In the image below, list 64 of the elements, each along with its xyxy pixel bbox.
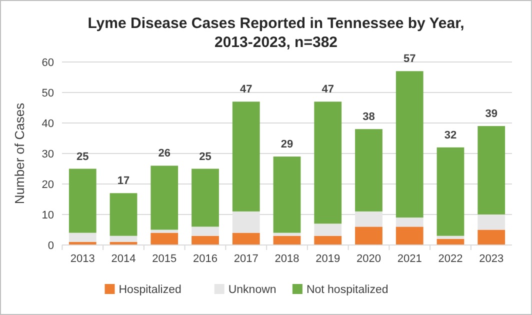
bar — [436, 147, 464, 236]
bar — [314, 224, 342, 236]
x-tick-label: 2023 — [479, 253, 504, 265]
x-tick-label: 2015 — [152, 253, 177, 265]
y-tick-label: 0 — [48, 240, 54, 252]
total-label: 32 — [444, 129, 457, 142]
bar — [396, 218, 424, 227]
bar — [68, 232, 96, 242]
y-tick-label: 60 — [42, 56, 54, 69]
y-tick-label: 20 — [42, 178, 54, 191]
y-tick-label: 40 — [42, 118, 54, 130]
bar — [478, 230, 506, 245]
bar — [478, 214, 506, 230]
total-label: 39 — [485, 108, 498, 120]
bar — [150, 166, 178, 230]
bar — [232, 102, 260, 212]
bar — [192, 168, 219, 227]
total-label: 29 — [280, 138, 294, 151]
y-tick-label: 30 — [42, 148, 54, 160]
bar — [273, 232, 301, 236]
bar — [150, 232, 178, 245]
legend-label: Hospitalized — [118, 284, 182, 296]
bar — [314, 236, 342, 245]
legend-label: Not hospitalized — [306, 284, 388, 296]
bar — [150, 230, 178, 233]
bar — [110, 236, 138, 242]
bar — [192, 226, 219, 236]
x-tick-label: 2014 — [111, 253, 136, 265]
total-label: 17 — [117, 175, 130, 188]
x-tick-label: 2020 — [356, 253, 381, 265]
y-tick-label: 50 — [42, 87, 54, 100]
x-tick-label: 2021 — [397, 253, 422, 265]
bar — [232, 232, 260, 245]
bar — [396, 226, 424, 245]
total-label: 25 — [76, 150, 89, 163]
x-tick-label: 2019 — [316, 253, 340, 265]
total-label: 47 — [322, 84, 334, 96]
total-label: 25 — [199, 150, 212, 163]
bar — [68, 168, 96, 233]
y-tick-label: 10 — [42, 209, 54, 222]
bar — [273, 236, 301, 245]
total-label: 47 — [240, 84, 252, 96]
bar — [192, 236, 219, 245]
total-label: 26 — [158, 148, 171, 160]
bar — [355, 211, 382, 227]
chart-title: Lyme Disease Cases Reported in Tennessee by Year, 2013-2023, n=382 — [88, 15, 464, 51]
bar — [232, 211, 260, 233]
x-tick-label: 2017 — [234, 253, 258, 265]
bar — [355, 226, 382, 245]
bar — [314, 102, 342, 224]
bar — [396, 71, 424, 218]
y-axis-title: Number of Cases — [12, 102, 27, 204]
legend-label: Unknown — [228, 284, 276, 296]
x-tick-label: 2013 — [70, 253, 95, 265]
x-tick-label: 2022 — [438, 253, 463, 265]
bar — [110, 193, 138, 236]
bar — [355, 129, 382, 212]
x-tick-label: 2018 — [274, 253, 300, 265]
bar — [478, 126, 506, 214]
x-tick-label: 2016 — [193, 253, 218, 265]
total-label: 57 — [403, 53, 416, 66]
bar — [436, 236, 464, 239]
total-label: 38 — [362, 111, 375, 124]
bar — [273, 156, 301, 233]
